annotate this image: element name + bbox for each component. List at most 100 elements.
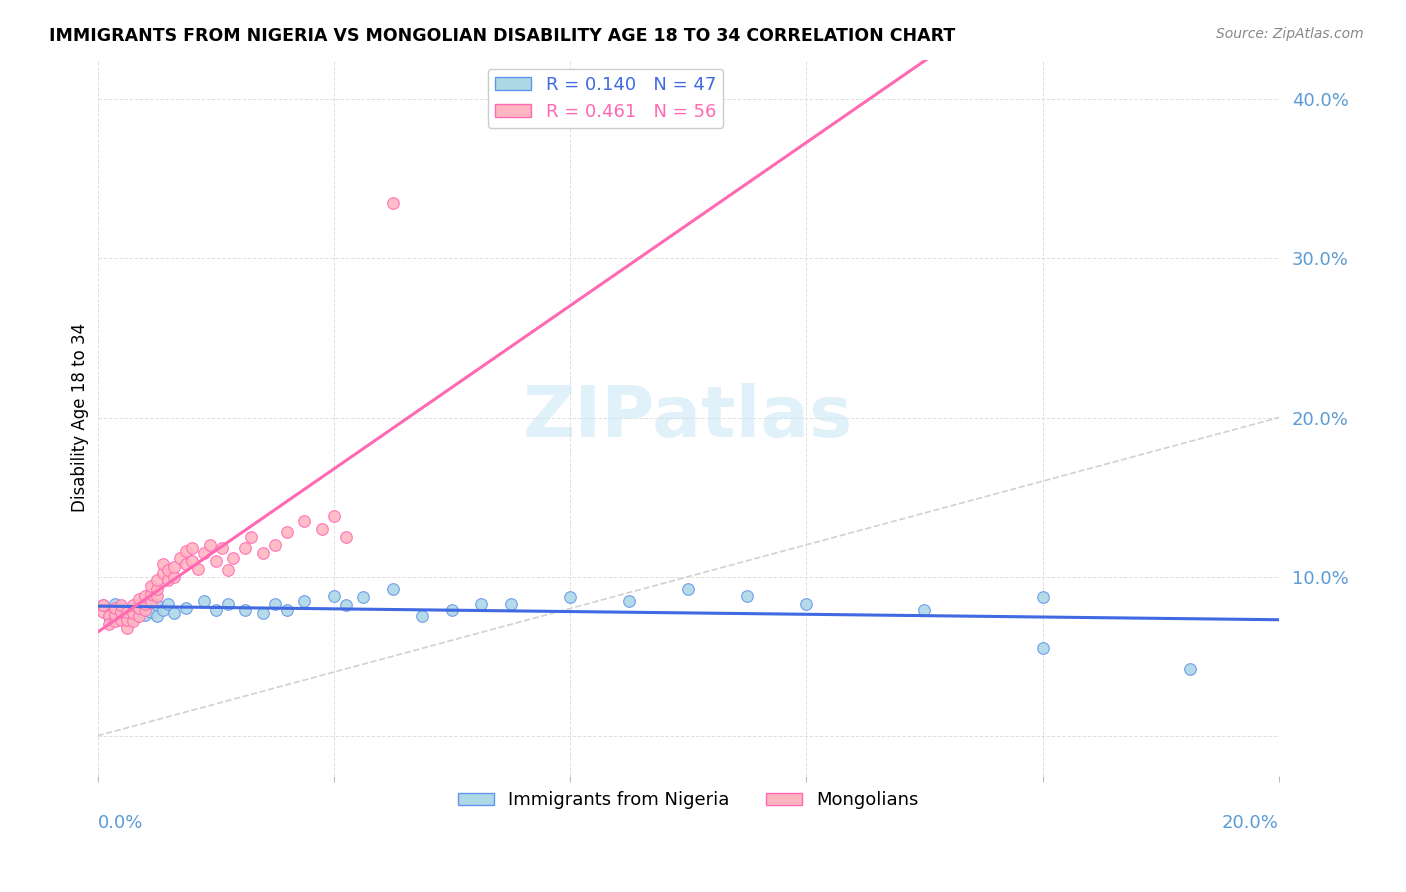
Point — [152, 603, 174, 617]
Text: 20.0%: 20.0% — [1222, 814, 1278, 832]
Point — [335, 530, 357, 544]
Point — [104, 597, 127, 611]
Point — [240, 530, 263, 544]
Point — [217, 597, 239, 611]
Point — [145, 599, 167, 613]
Point — [1031, 641, 1053, 656]
Point — [128, 603, 150, 617]
Point — [157, 597, 180, 611]
Point — [145, 573, 167, 587]
Point — [98, 605, 121, 619]
Point — [276, 603, 298, 617]
Point — [233, 603, 256, 617]
Point — [193, 593, 215, 607]
Point — [470, 597, 492, 611]
Point — [122, 599, 145, 613]
Point — [157, 573, 180, 587]
Point — [217, 563, 239, 577]
Point — [98, 617, 121, 632]
Point — [381, 582, 404, 597]
Point — [181, 554, 204, 568]
Point — [115, 605, 138, 619]
Point — [174, 601, 197, 615]
Point — [617, 593, 640, 607]
Point — [233, 541, 256, 555]
Point — [499, 597, 522, 611]
Point — [134, 603, 156, 617]
Point — [163, 569, 186, 583]
Point — [134, 607, 156, 622]
Point — [110, 607, 132, 622]
Point — [263, 538, 285, 552]
Point — [198, 538, 221, 552]
Point — [110, 613, 132, 627]
Text: IMMIGRANTS FROM NIGERIA VS MONGOLIAN DISABILITY AGE 18 TO 34 CORRELATION CHART: IMMIGRANTS FROM NIGERIA VS MONGOLIAN DIS… — [49, 27, 956, 45]
Point — [98, 609, 121, 624]
Legend: Immigrants from Nigeria, Mongolians: Immigrants from Nigeria, Mongolians — [450, 784, 927, 816]
Point — [98, 609, 121, 624]
Point — [193, 546, 215, 560]
Point — [352, 591, 374, 605]
Point — [134, 597, 156, 611]
Point — [139, 605, 162, 619]
Point — [115, 606, 138, 620]
Point — [311, 522, 333, 536]
Point — [411, 609, 433, 624]
Point — [110, 605, 132, 619]
Point — [110, 599, 132, 613]
Point — [110, 599, 132, 614]
Point — [152, 557, 174, 571]
Point — [128, 597, 150, 611]
Point — [128, 609, 150, 624]
Point — [292, 514, 315, 528]
Point — [1031, 591, 1053, 605]
Point — [104, 603, 127, 617]
Point — [145, 582, 167, 597]
Point — [122, 614, 145, 628]
Point — [93, 599, 115, 613]
Point — [115, 613, 138, 627]
Point — [211, 541, 233, 555]
Point — [134, 589, 156, 603]
Point — [139, 587, 162, 601]
Point — [145, 609, 167, 624]
Point — [558, 591, 581, 605]
Point — [93, 599, 115, 613]
Point — [181, 541, 204, 555]
Point — [187, 562, 209, 576]
Point — [276, 525, 298, 540]
Point — [152, 566, 174, 581]
Point — [322, 509, 344, 524]
Point — [104, 607, 127, 622]
Point — [93, 605, 115, 619]
Point — [381, 195, 404, 210]
Point — [912, 603, 935, 617]
Point — [169, 550, 191, 565]
Point — [134, 601, 156, 615]
Point — [145, 589, 167, 603]
Point — [1178, 662, 1201, 676]
Y-axis label: Disability Age 18 to 34: Disability Age 18 to 34 — [72, 323, 89, 512]
Point — [794, 597, 817, 611]
Point — [252, 546, 274, 560]
Point — [204, 603, 226, 617]
Point — [115, 621, 138, 635]
Point — [335, 599, 357, 613]
Point — [676, 582, 699, 597]
Point — [157, 563, 180, 577]
Point — [204, 554, 226, 568]
Point — [292, 593, 315, 607]
Point — [263, 597, 285, 611]
Point — [122, 611, 145, 625]
Point — [322, 589, 344, 603]
Point — [139, 579, 162, 593]
Point — [104, 601, 127, 615]
Text: Source: ZipAtlas.com: Source: ZipAtlas.com — [1216, 27, 1364, 41]
Point — [122, 606, 145, 620]
Text: 0.0%: 0.0% — [97, 814, 143, 832]
Point — [163, 560, 186, 574]
Point — [104, 614, 127, 628]
Point — [128, 601, 150, 615]
Point — [122, 601, 145, 615]
Point — [222, 550, 245, 565]
